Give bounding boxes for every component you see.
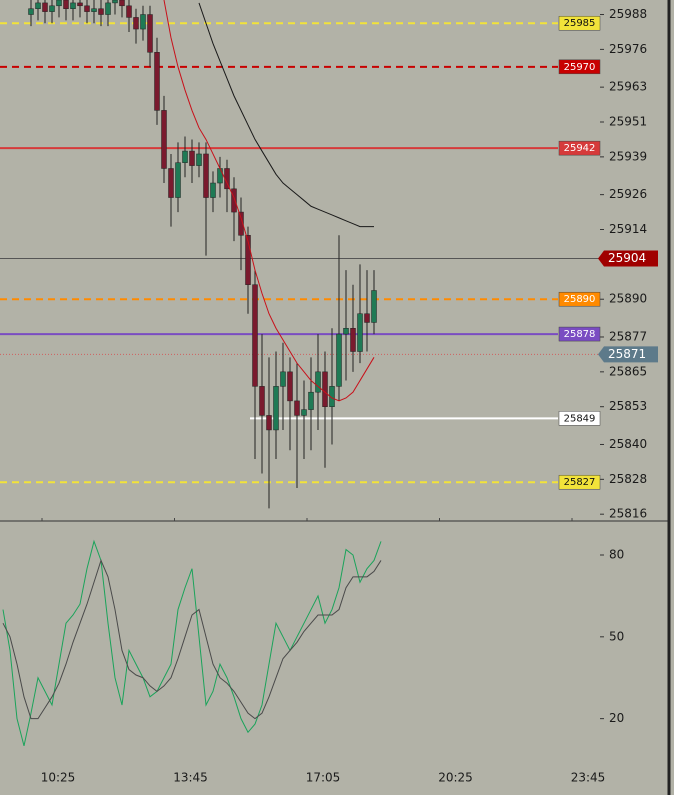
y-tick-label: 25951: [609, 115, 647, 129]
candle-body: [154, 52, 160, 111]
level-tag-box: [558, 140, 601, 156]
candle-body: [84, 5, 90, 12]
time-label: 23:45: [571, 771, 606, 785]
candle-body: [357, 313, 363, 352]
y-tick-label: 25890: [609, 292, 647, 306]
candle-body: [189, 150, 195, 166]
y-tick-label: 50: [609, 629, 624, 643]
oscillator-line: [2, 539, 382, 747]
time-label: 20:25: [438, 771, 473, 785]
level-tag-box: [558, 411, 601, 426]
level-tag-label: 25849: [564, 413, 596, 424]
level-tag-box: [558, 59, 601, 75]
candle-body: [77, 2, 83, 7]
candle-body: [119, 0, 125, 7]
y-tick-label: 25988: [609, 7, 647, 21]
candle-body: [140, 14, 146, 30]
level-tag-box: [558, 326, 601, 342]
y-tick-label: 25840: [609, 437, 647, 451]
level-tag-label: 25827: [564, 477, 596, 488]
candle-body: [182, 150, 188, 163]
y-tick-label: 25963: [609, 80, 647, 94]
candle-body: [266, 415, 272, 431]
candle-body: [308, 391, 314, 410]
candle-body: [126, 5, 132, 18]
candle-body: [70, 2, 76, 9]
candle-body: [322, 371, 328, 407]
moving-average: [163, 0, 375, 402]
candle-body: [147, 14, 153, 53]
candle-body: [196, 153, 202, 166]
y-tick-label: 25914: [609, 222, 647, 236]
y-tick-label: 80: [609, 548, 624, 562]
candle-body: [336, 333, 342, 387]
time-label: 13:45: [173, 771, 208, 785]
candle-body: [287, 371, 293, 402]
candle-body: [371, 290, 377, 323]
candle-body: [175, 162, 181, 198]
y-tick-label: 25926: [609, 187, 647, 201]
candle-body: [161, 110, 167, 169]
candle-body: [28, 8, 34, 15]
candle-body: [98, 8, 104, 15]
level-tag-box: [558, 291, 601, 307]
candle-body: [245, 235, 251, 285]
candle-body: [133, 17, 139, 30]
y-tick-label: 20: [609, 711, 624, 725]
time-label: 10:25: [41, 771, 76, 785]
candle-body: [301, 409, 307, 416]
candle-body: [168, 168, 174, 198]
candle-body: [210, 182, 216, 198]
y-tick-label: 25853: [609, 399, 647, 413]
y-tick-label: 25976: [609, 42, 647, 56]
candle-body: [42, 2, 48, 12]
candle-body: [343, 328, 349, 335]
time-label: 17:05: [306, 771, 341, 785]
candle-body: [91, 8, 97, 12]
y-tick-label: 25877: [609, 329, 647, 343]
candle-body: [252, 284, 258, 387]
candle-body: [63, 0, 69, 9]
level-tag-box: [558, 474, 601, 490]
level-tag-label: 25970: [564, 62, 596, 73]
moving-average: [198, 2, 374, 228]
candle-body: [56, 0, 62, 7]
level-tag-label: 25878: [564, 329, 596, 340]
candle-body: [238, 211, 244, 236]
level-tag-label: 25942: [564, 143, 596, 154]
level-tag-label: 25985: [564, 18, 596, 29]
candle-body: [49, 5, 55, 12]
y-tick-label: 25828: [609, 472, 647, 486]
y-tick-label: 25939: [609, 149, 647, 163]
y-tick-label: 25816: [609, 507, 647, 521]
candle-body: [280, 371, 286, 387]
candle-body: [112, 0, 118, 4]
candle-body: [259, 386, 265, 416]
candle-body: [105, 2, 111, 15]
candle-body: [315, 371, 321, 393]
candle-body: [350, 328, 356, 352]
candle-body: [273, 386, 279, 431]
candle-body: [294, 400, 300, 416]
candle-body: [231, 188, 237, 213]
y-tick-label: 25865: [609, 364, 647, 378]
price-tag-box: [598, 346, 658, 363]
candle-body: [203, 153, 209, 198]
oscillator-line: [2, 559, 382, 720]
price-tag-label: 25904: [608, 251, 646, 265]
price-tag-box: [598, 250, 658, 267]
candle-body: [217, 168, 223, 184]
level-tag-label: 25890: [564, 294, 596, 305]
candle-body: [35, 2, 41, 9]
price-tag-label: 25871: [608, 347, 646, 361]
level-tag-box: [558, 15, 601, 31]
candle-body: [364, 313, 370, 323]
